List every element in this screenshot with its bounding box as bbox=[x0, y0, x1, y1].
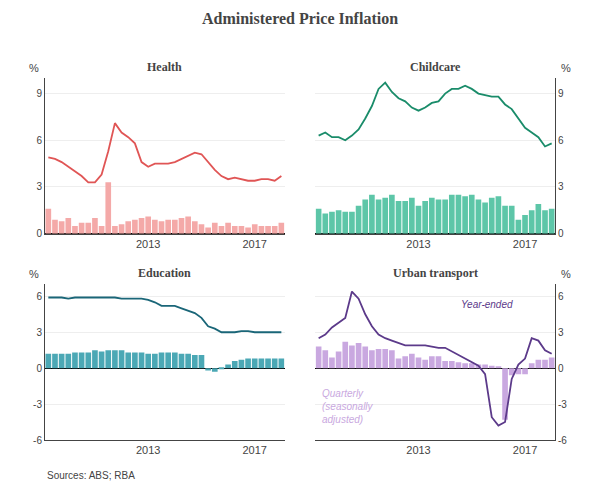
svg-text:Health: Health bbox=[147, 60, 182, 74]
svg-text:Quarterly(seasonallyadjusted): Quarterly(seasonallyadjusted) bbox=[322, 388, 374, 425]
svg-text:Education: Education bbox=[138, 266, 191, 280]
svg-text:0: 0 bbox=[36, 228, 42, 239]
svg-text:9: 9 bbox=[558, 88, 564, 99]
svg-text:2013: 2013 bbox=[136, 238, 160, 250]
svg-text:2017: 2017 bbox=[242, 238, 266, 250]
svg-text:-6: -6 bbox=[33, 435, 42, 446]
svg-text:3: 3 bbox=[558, 327, 564, 338]
svg-text:-3: -3 bbox=[558, 399, 567, 410]
svg-text:6: 6 bbox=[36, 135, 42, 146]
svg-text:-3: -3 bbox=[33, 399, 42, 410]
svg-text:%: % bbox=[561, 268, 571, 280]
svg-text:0: 0 bbox=[558, 363, 564, 374]
svg-text:Sources: ABS; RBA: Sources: ABS; RBA bbox=[47, 470, 135, 481]
svg-text:9: 9 bbox=[36, 88, 42, 99]
svg-text:Urban transport: Urban transport bbox=[393, 266, 478, 280]
svg-text:Year-ended: Year-ended bbox=[461, 299, 513, 310]
svg-text:2013: 2013 bbox=[406, 444, 430, 456]
svg-text:0: 0 bbox=[36, 363, 42, 374]
svg-text:3: 3 bbox=[558, 181, 564, 192]
svg-text:3: 3 bbox=[36, 181, 42, 192]
svg-text:-6: -6 bbox=[558, 435, 567, 446]
svg-text:2013: 2013 bbox=[136, 444, 160, 456]
svg-text:2017: 2017 bbox=[513, 238, 537, 250]
svg-text:2017: 2017 bbox=[242, 444, 266, 456]
svg-text:0: 0 bbox=[558, 228, 564, 239]
svg-text:6: 6 bbox=[558, 135, 564, 146]
svg-text:%: % bbox=[29, 268, 39, 280]
svg-text:%: % bbox=[29, 62, 39, 74]
svg-text:6: 6 bbox=[558, 291, 564, 302]
svg-text:6: 6 bbox=[36, 291, 42, 302]
svg-text:2013: 2013 bbox=[406, 238, 430, 250]
svg-text:%: % bbox=[561, 62, 571, 74]
svg-text:Administered Price Inflation: Administered Price Inflation bbox=[202, 10, 398, 27]
svg-text:Childcare: Childcare bbox=[410, 60, 461, 74]
svg-text:3: 3 bbox=[36, 327, 42, 338]
svg-text:2017: 2017 bbox=[513, 444, 537, 456]
